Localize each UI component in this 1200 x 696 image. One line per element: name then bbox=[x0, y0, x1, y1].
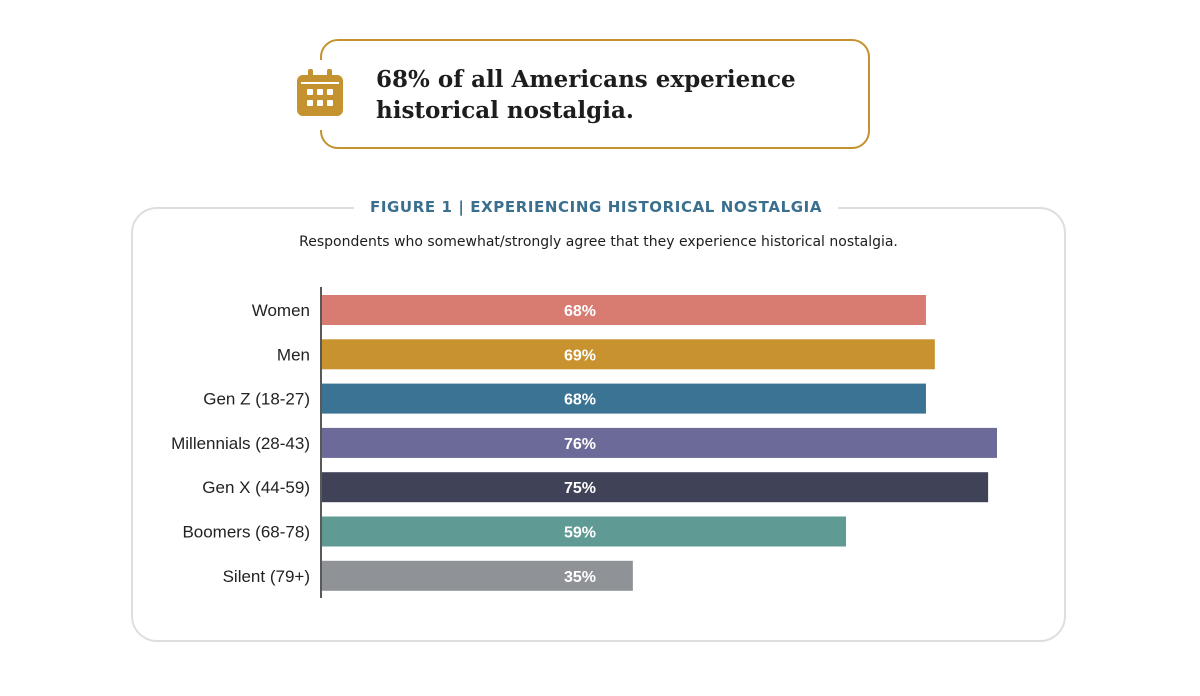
bar bbox=[322, 560, 633, 591]
bar bbox=[322, 516, 847, 547]
bar bbox=[322, 383, 926, 414]
data-label: 35% bbox=[564, 569, 596, 586]
bar bbox=[322, 295, 926, 325]
data-label: 68% bbox=[564, 392, 596, 409]
callout-headline: 68% of all Americans experience historic… bbox=[376, 66, 796, 124]
data-label: 76% bbox=[564, 436, 596, 453]
bar bbox=[322, 339, 935, 370]
data-label: 59% bbox=[564, 525, 596, 542]
category-label: Gen X (44-59) bbox=[202, 478, 310, 497]
data-label: 68% bbox=[564, 303, 596, 320]
callout-icon-container bbox=[288, 60, 354, 130]
figure-subtitle: Respondents who somewhat/strongly agree … bbox=[299, 234, 898, 250]
figure-title: FIGURE 1 | EXPERIENCING HISTORICAL NOSTA… bbox=[354, 196, 838, 218]
calendar-icon bbox=[297, 69, 343, 116]
data-label: 75% bbox=[564, 480, 596, 497]
data-label: 69% bbox=[564, 347, 596, 364]
category-label: Women bbox=[252, 301, 310, 320]
category-label: Gen Z (18-27) bbox=[203, 390, 310, 409]
category-label: Boomers (68-78) bbox=[182, 523, 310, 542]
bar bbox=[322, 472, 989, 503]
callout-box bbox=[320, 39, 870, 149]
category-label: Silent (79+) bbox=[223, 567, 310, 586]
category-label: Men bbox=[277, 345, 310, 364]
bar bbox=[322, 427, 997, 458]
category-label: Millennials (28-43) bbox=[171, 434, 310, 453]
